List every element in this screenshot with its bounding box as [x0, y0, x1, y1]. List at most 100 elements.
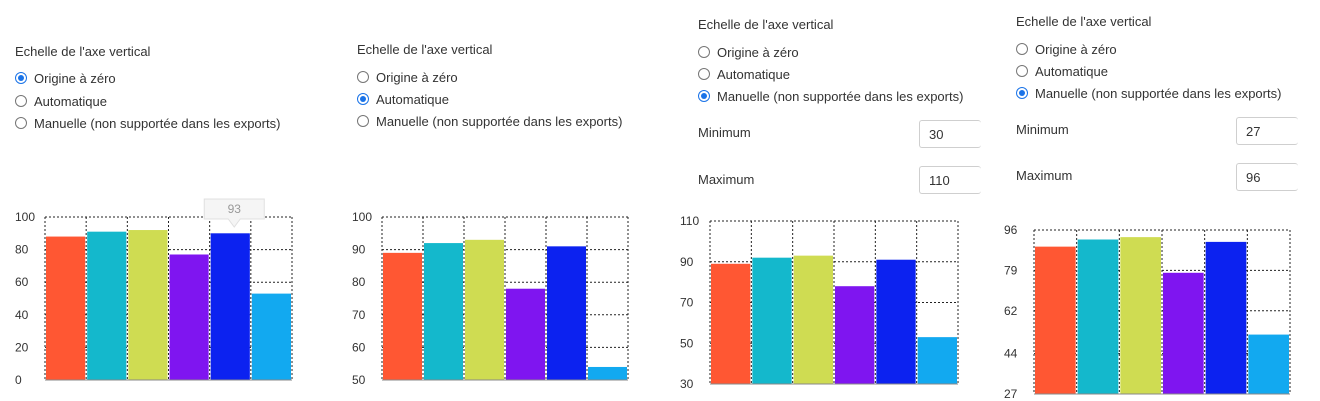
bar: [1035, 246, 1076, 394]
bar: [917, 337, 957, 384]
axis-panel-origin-zero: Echelle de l'axe vertical Origine à zéro…: [0, 0, 320, 401]
section-title: Echelle de l'axe vertical: [698, 17, 834, 32]
bar: [876, 259, 916, 384]
radio-label: Origine à zéro: [376, 69, 458, 85]
maximum-input[interactable]: [1236, 163, 1298, 191]
y-tick-label: 40: [15, 308, 29, 322]
value-tooltip-text: 93: [228, 202, 242, 216]
y-tick-label: 90: [680, 255, 694, 269]
radio-circle[interactable]: [1016, 65, 1028, 77]
radio-circle[interactable]: [357, 93, 369, 105]
radio-circle[interactable]: [1016, 43, 1028, 55]
radio-label: Automatique: [376, 91, 449, 107]
bar: [752, 257, 792, 384]
y-tick-label: 90: [352, 243, 366, 257]
y-tick-label: 44: [1004, 347, 1018, 361]
minimum-label: Minimum: [698, 125, 751, 140]
radio-label: Origine à zéro: [34, 70, 116, 86]
bar: [465, 239, 504, 380]
y-tick-label: 80: [352, 275, 366, 289]
bar: [424, 243, 463, 380]
radio-label: Automatique: [717, 66, 790, 82]
radio-circle[interactable]: [698, 46, 710, 58]
radio-label: Automatique: [34, 93, 107, 109]
bar: [210, 233, 250, 380]
radio-label: Manuelle (non supportée dans les exports…: [717, 88, 964, 104]
radio-origine-zero[interactable]: Origine à zéro: [357, 67, 458, 87]
y-tick-label: 50: [352, 373, 366, 387]
minimum-input[interactable]: [919, 120, 981, 148]
section-title: Echelle de l'axe vertical: [357, 42, 493, 57]
axis-panel-manuelle-30-110: Echelle de l'axe vertical Origine à zéro…: [680, 0, 990, 401]
bar: [506, 288, 545, 380]
bar: [588, 366, 627, 380]
y-tick-label: 27: [1004, 387, 1018, 401]
radio-origine-zero[interactable]: Origine à zéro: [15, 68, 116, 88]
radio-origine-zero[interactable]: Origine à zéro: [698, 42, 799, 62]
y-tick-label: 80: [15, 243, 29, 257]
bar: [793, 255, 833, 384]
bar: [1248, 334, 1289, 394]
bar-chart-origin-zero: 0 20 40 60 80 100 93: [15, 198, 293, 387]
radio-label: Origine à zéro: [1035, 41, 1117, 57]
bar: [383, 252, 422, 380]
radio-circle[interactable]: [15, 72, 27, 84]
radio-label: Origine à zéro: [717, 44, 799, 60]
bar: [169, 254, 209, 380]
radio-manuelle[interactable]: Manuelle (non supportée dans les exports…: [1016, 83, 1281, 103]
section-title: Echelle de l'axe vertical: [1016, 14, 1152, 29]
bar: [87, 231, 127, 380]
y-tick-label: 60: [15, 275, 29, 289]
y-tick-label: 110: [680, 214, 699, 228]
bar: [1120, 237, 1161, 394]
radio-label: Manuelle (non supportée dans les exports…: [34, 115, 281, 131]
maximum-label: Maximum: [1016, 168, 1073, 183]
radio-origine-zero[interactable]: Origine à zéro: [1016, 39, 1117, 59]
radio-label: Manuelle (non supportée dans les exports…: [1035, 85, 1282, 101]
y-tick-label: 96: [1004, 223, 1018, 237]
bar: [1077, 239, 1119, 394]
radio-manuelle[interactable]: Manuelle (non supportée dans les exports…: [698, 86, 963, 106]
radio-automatique[interactable]: Automatique: [15, 91, 107, 111]
y-tick-label: 79: [1004, 263, 1018, 277]
value-tooltip: [203, 198, 265, 228]
radio-manuelle[interactable]: Manuelle (non supportée dans les exports…: [357, 111, 622, 131]
bar: [711, 263, 751, 384]
y-tick-label: 100: [15, 210, 35, 224]
radio-circle[interactable]: [357, 71, 369, 83]
radio-manuelle[interactable]: Manuelle (non supportée dans les exports…: [15, 113, 280, 133]
bar: [1163, 272, 1204, 394]
y-tick-label: 60: [352, 340, 366, 354]
radio-circle[interactable]: [357, 115, 369, 127]
radio-circle[interactable]: [15, 95, 27, 107]
bar: [128, 230, 168, 380]
radio-circle[interactable]: [15, 117, 27, 129]
radio-circle[interactable]: [698, 90, 710, 102]
radio-label: Manuelle (non supportée dans les exports…: [376, 113, 623, 129]
radio-label: Automatique: [1035, 63, 1108, 79]
bar: [251, 293, 291, 380]
y-tick-label: 62: [1004, 304, 1018, 318]
minimum-input[interactable]: [1236, 117, 1298, 145]
radio-automatique[interactable]: Automatique: [357, 89, 449, 109]
bar: [835, 286, 875, 384]
section-title: Echelle de l'axe vertical: [15, 44, 151, 59]
minimum-label: Minimum: [1016, 122, 1069, 137]
y-tick-label: 50: [680, 336, 694, 350]
bar: [547, 246, 586, 380]
maximum-input[interactable]: [919, 166, 981, 194]
bar: [46, 236, 86, 380]
radio-circle[interactable]: [1016, 87, 1028, 99]
y-tick-label: 30: [680, 377, 694, 391]
y-tick-label: 70: [352, 308, 366, 322]
y-tick-label: 20: [15, 340, 29, 354]
axis-panel-manuelle-27-96: Echelle de l'axe vertical Origine à zéro…: [998, 0, 1308, 401]
radio-automatique[interactable]: Automatique: [1016, 61, 1108, 81]
y-tick-label: 70: [680, 296, 694, 310]
radio-circle[interactable]: [698, 68, 710, 80]
radio-automatique[interactable]: Automatique: [698, 64, 790, 84]
bar: [1205, 241, 1247, 394]
